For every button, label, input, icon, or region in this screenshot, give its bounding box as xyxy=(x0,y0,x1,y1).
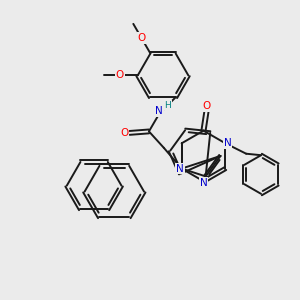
Text: N: N xyxy=(200,178,207,188)
Text: O: O xyxy=(116,70,124,80)
Text: O: O xyxy=(120,128,128,138)
Text: N: N xyxy=(155,106,163,116)
Text: H: H xyxy=(164,101,171,110)
Text: N: N xyxy=(224,138,232,148)
Text: O: O xyxy=(202,101,211,111)
Text: O: O xyxy=(137,33,146,43)
Text: N: N xyxy=(176,164,184,174)
